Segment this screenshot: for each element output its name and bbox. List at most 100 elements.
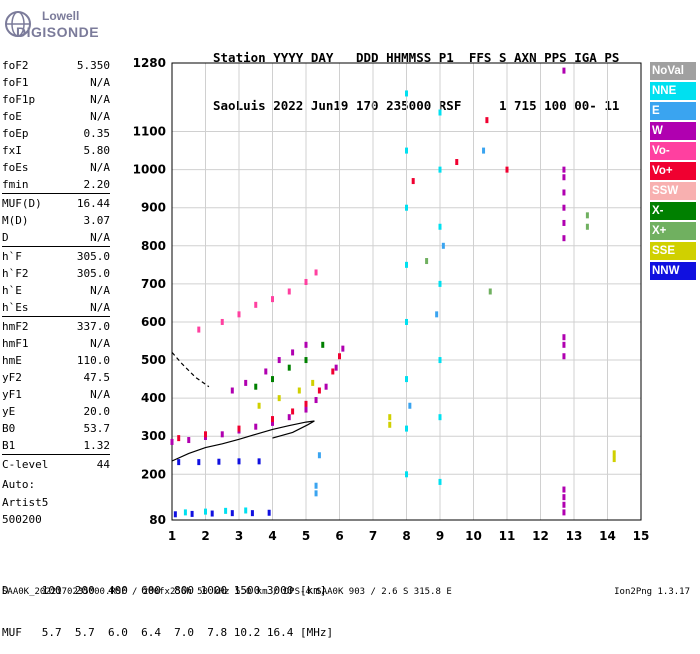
legend-item: SSW [650, 182, 696, 200]
echo-point [562, 509, 566, 516]
param-row: hmE 110.0 [2, 352, 110, 369]
echo-point [408, 402, 412, 409]
echo-point [405, 318, 408, 325]
legend-item: X+ [650, 222, 696, 240]
echo-point [257, 402, 261, 409]
echo-point [562, 353, 566, 360]
param-row: yF1 N/A [2, 386, 110, 403]
x-tick-label: 15 [633, 529, 650, 543]
param-name: yE [2, 405, 16, 418]
artist-label: Artist5 [2, 496, 49, 509]
param-value: N/A [90, 388, 110, 401]
echo-point [183, 509, 187, 516]
x-tick-label: 12 [532, 529, 549, 543]
x-tick-label: 1 [168, 529, 176, 543]
echo-point [204, 431, 207, 438]
param-separator [2, 193, 110, 195]
param-name: foEs [2, 161, 29, 174]
x-tick-label: 6 [335, 529, 343, 543]
x-tick-label: 8 [402, 529, 410, 543]
param-value: 5.80 [83, 144, 111, 157]
echo-point [562, 174, 566, 181]
param-name: D [2, 231, 9, 244]
echo-point [271, 416, 274, 423]
param-row: B1 1.32 [2, 437, 110, 454]
y-tick-label: 500 [141, 353, 166, 367]
param-row: MUF(D) 16.44 [2, 195, 110, 212]
echo-point [304, 400, 308, 407]
echo-point [271, 376, 274, 383]
param-value: N/A [90, 76, 110, 89]
echo-point [482, 147, 486, 154]
param-value: N/A [90, 93, 110, 106]
echo-point [562, 501, 566, 508]
param-value: N/A [90, 161, 110, 174]
param-value: 337.0 [76, 320, 110, 333]
echo-point [585, 212, 589, 219]
echo-point [190, 510, 194, 517]
echo-point [612, 450, 616, 457]
profile-trace-solid [171, 420, 315, 462]
param-name: B0 [2, 422, 16, 435]
x-tick-label: 5 [302, 529, 310, 543]
echo-point [405, 261, 408, 268]
param-name: yF1 [2, 388, 22, 401]
param-row: foF1 N/A [2, 74, 110, 91]
echo-point [220, 431, 224, 438]
echo-point [438, 414, 442, 421]
echo-point [287, 364, 291, 371]
echo-point [230, 510, 234, 517]
echo-point [562, 204, 566, 211]
echo-point [314, 269, 318, 276]
legend-item: W [650, 122, 696, 140]
x-tick-label: 2 [201, 529, 209, 543]
y-tick-label: 700 [141, 277, 166, 291]
ionogram-chart: 1 2 3 4 5 6 7 8 9 10 11 12 13 14 158020030040050060070… [133, 56, 650, 543]
echo-point [321, 341, 325, 348]
param-name: h`Es [2, 301, 29, 314]
echo-point [334, 364, 338, 371]
echo-point [438, 223, 442, 230]
echo-point [257, 458, 261, 465]
echo-point [304, 341, 308, 348]
param-row: yF2 47.5 [2, 369, 110, 386]
file-info: SAA0K_2022170235000.RSF / 280fx256h 50 k… [2, 587, 452, 597]
echo-point [244, 507, 248, 514]
x-tick-label: 3 [235, 529, 243, 543]
param-name: foEp [2, 127, 29, 140]
echo-point [505, 166, 509, 173]
param-row: hmF2 337.0 [2, 318, 110, 335]
echo-point [562, 219, 566, 226]
echo-point [271, 296, 274, 303]
echo-point [331, 368, 335, 375]
legend-item: Vo+ [650, 162, 696, 180]
logo-top-text: Lowell [42, 9, 80, 23]
echo-point [585, 223, 589, 230]
param-name: h`F [2, 250, 22, 263]
param-name: C-level [2, 458, 49, 471]
echo-point [170, 438, 174, 445]
echo-point [197, 326, 201, 333]
muf-table: D 100 200 400 600 800 1000 1500 3000 [km… [2, 556, 333, 654]
echo-point [438, 478, 442, 485]
echo-point [311, 379, 315, 386]
legend-item: NNE [650, 82, 696, 100]
param-name: foF1p [2, 93, 36, 106]
param-row: foEp 0.35 [2, 125, 110, 142]
software-version: Ion2Png 1.3.17 [614, 587, 690, 597]
echo-point [405, 471, 408, 478]
echo-point [297, 387, 301, 394]
x-tick-label: 11 [499, 529, 516, 543]
param-row: fmin 2.20 [2, 176, 110, 193]
echo-point [267, 509, 271, 516]
param-name: hmF1 [2, 337, 29, 350]
version-label: 500200 [2, 513, 42, 526]
y-tick-label: 200 [141, 467, 166, 481]
param-separator [2, 454, 110, 456]
param-row: h`F2 305.0 [2, 265, 110, 282]
param-name: fxI [2, 144, 22, 157]
echo-point [277, 357, 281, 364]
echo-point [562, 334, 566, 341]
echo-point [338, 353, 341, 360]
lowell-logo: Lowell DIGISONDE [4, 6, 104, 42]
